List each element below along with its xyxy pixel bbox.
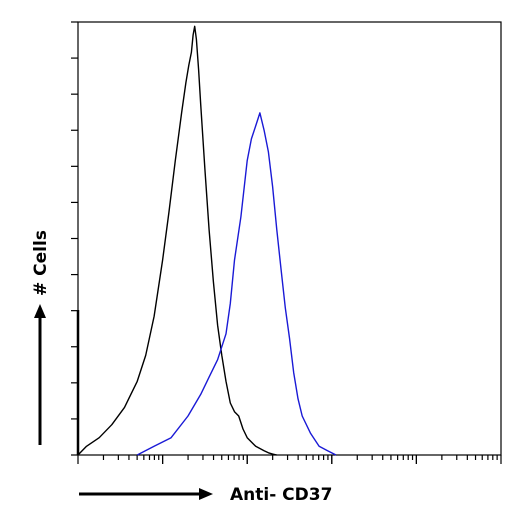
isotype-control-line: [77, 25, 277, 456]
plot-border: [77, 21, 502, 456]
x-axis-arrow: [79, 488, 213, 500]
x-axis-ticks: [77, 455, 502, 464]
y-axis-arrow: [34, 304, 46, 445]
anti-cd37-line: [136, 112, 337, 456]
histogram-lines: [77, 25, 337, 456]
plot-frame: [76, 21, 502, 456]
x-axis-label: Anti- CD37: [230, 485, 332, 505]
y-axis-label: # Cells: [31, 230, 51, 296]
y-axis-ticks: [71, 21, 78, 456]
